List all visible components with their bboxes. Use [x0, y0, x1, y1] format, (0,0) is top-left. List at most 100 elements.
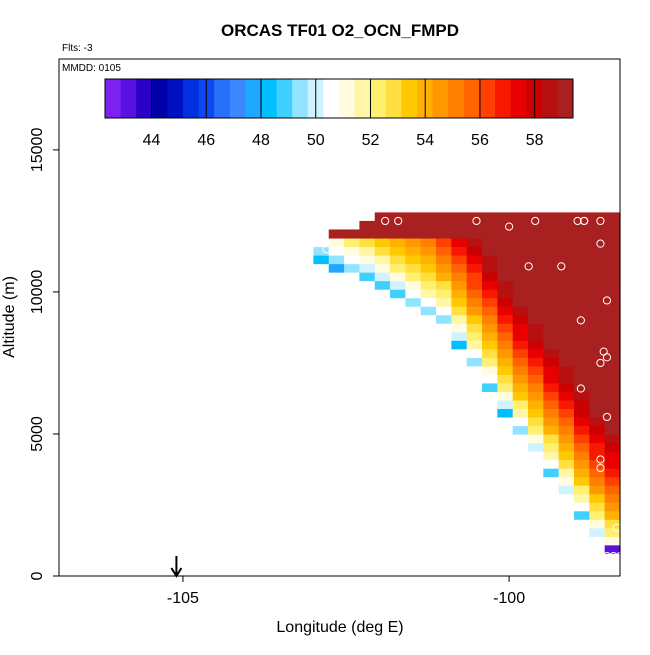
- arrow-head: [170, 567, 183, 578]
- heatmap-cell: [543, 365, 560, 375]
- heatmap-cell: [359, 255, 376, 265]
- heatmap-cell: [482, 289, 498, 299]
- heatmap-cell: [543, 314, 560, 324]
- heatmap-cell: [604, 229, 621, 239]
- heatmap-cell: [543, 348, 560, 358]
- heatmap-cell: [497, 237, 514, 248]
- heatmap-cell: [374, 229, 391, 239]
- heatmap-cell: [528, 348, 544, 358]
- heatmap-cell: [405, 280, 422, 290]
- heatmap-cell: [558, 306, 575, 316]
- flight-point: [602, 412, 612, 422]
- heatmap-cell: [390, 280, 406, 290]
- heatmap-cell: [359, 263, 376, 273]
- heatmap-cell: [497, 297, 514, 307]
- heatmap-cell: [436, 220, 452, 231]
- heatmap-cell: [359, 237, 376, 248]
- heatmap-cell: [604, 212, 621, 222]
- y-axis-label: Altitude (m): [1, 276, 18, 358]
- heatmap-cell: [344, 229, 360, 239]
- colorbar-swatch: [401, 79, 418, 118]
- colorbar-tick-label: 52: [362, 132, 380, 149]
- heatmap-cell: [497, 348, 514, 358]
- heatmap-cell: [497, 255, 514, 265]
- heatmap-cell: [558, 425, 575, 435]
- heatmap-cell: [528, 357, 544, 367]
- heatmap-cell: [574, 331, 590, 341]
- heatmap-cell: [543, 442, 560, 452]
- heatmap-cell: [604, 502, 621, 512]
- heatmap-cell: [512, 425, 529, 435]
- colorbar-swatch: [323, 79, 340, 118]
- heatmap-cell: [528, 391, 544, 401]
- flight-point: [602, 296, 612, 305]
- heatmap-cell: [574, 237, 590, 248]
- heatmap-cell: [451, 280, 468, 290]
- heatmap-cell: [512, 374, 529, 384]
- heatmap-cell: [420, 289, 437, 299]
- heatmap-cell: [604, 357, 621, 367]
- heatmap-cell: [543, 331, 560, 341]
- heatmap-cell: [512, 323, 529, 333]
- heatmap-cell: [374, 255, 391, 265]
- heatmap-cell: [543, 382, 560, 392]
- heatmap-cell: [543, 425, 560, 435]
- heatmap-cell: [528, 314, 544, 324]
- heatmap-cell: [482, 306, 498, 316]
- heatmap-cell: [574, 493, 590, 503]
- heatmap-cell: [313, 237, 330, 248]
- heatmap-cell: [466, 348, 483, 358]
- heatmap-cell: [558, 314, 575, 324]
- heatmap-cell: [543, 306, 560, 316]
- heatmap-cell: [574, 433, 590, 444]
- heatmap-cell: [558, 451, 575, 461]
- heatmap-cell: [482, 365, 498, 375]
- heatmap-cell: [558, 220, 575, 231]
- heatmap-cell: [497, 263, 514, 273]
- heatmap-cell: [558, 331, 575, 341]
- heatmap-cell: [512, 289, 529, 299]
- heatmap-cell: [574, 340, 590, 350]
- colorbar-swatch: [541, 79, 558, 118]
- heatmap-cell: [436, 314, 452, 324]
- heatmap-cell: [497, 314, 514, 324]
- heatmap-cell: [374, 212, 391, 222]
- heatmap-cell: [512, 416, 529, 427]
- heatmap-cell: [436, 255, 452, 265]
- heatmap-cell: [512, 212, 529, 222]
- heatmap-cell: [528, 297, 544, 307]
- heatmap-cell: [451, 331, 468, 341]
- heatmap-cell: [558, 340, 575, 350]
- heatmap-cell: [466, 263, 483, 273]
- heatmap-cell: [451, 340, 468, 350]
- heatmap-cell: [420, 280, 437, 290]
- heatmap-cell: [512, 357, 529, 367]
- colorbar-swatch: [214, 79, 231, 118]
- heatmap-cell: [497, 323, 514, 333]
- heatmap-cell: [390, 255, 406, 265]
- flight-point: [596, 553, 605, 562]
- heatmap-cell: [574, 459, 590, 469]
- heatmap-cell: [328, 255, 345, 265]
- heatmap-cell: [420, 263, 437, 273]
- heatmap-cell: [589, 399, 606, 409]
- colorbar-swatch: [385, 79, 402, 118]
- heatmap-cell: [604, 399, 621, 409]
- heatmap-cell: [589, 229, 606, 239]
- heatmap-cell: [497, 340, 514, 350]
- heatmap-cell: [589, 527, 606, 537]
- heatmap-cell: [543, 280, 560, 290]
- heatmap-cell: [543, 357, 560, 367]
- heatmap-cell: [589, 391, 606, 401]
- chart-title: ORCAS TF01 O2_OCN_FMPD: [221, 21, 459, 40]
- heatmap-cell: [604, 263, 621, 273]
- heatmap-cell: [512, 280, 529, 290]
- heatmap-cell: [390, 289, 406, 299]
- colorbar-swatch: [167, 79, 184, 118]
- heatmap-cell: [574, 374, 590, 384]
- colorbar-swatch: [136, 79, 153, 118]
- heatmap-cell: [420, 220, 437, 231]
- heatmap-cell: [466, 272, 483, 282]
- heatmap-cell: [543, 340, 560, 350]
